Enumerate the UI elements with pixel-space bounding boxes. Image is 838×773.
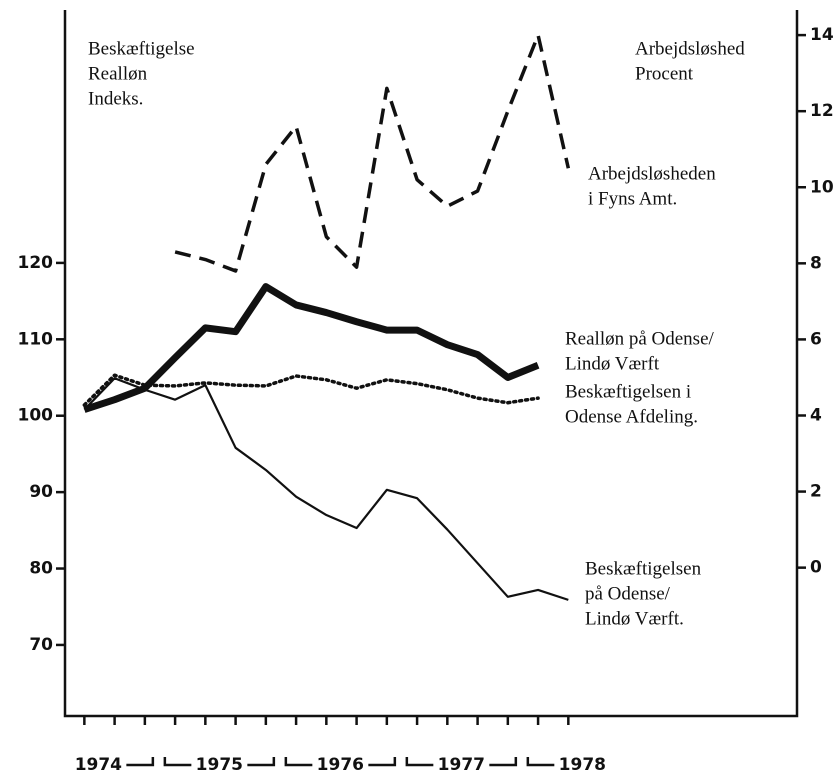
year-bracket <box>247 757 313 767</box>
left-axis-label: Realløn <box>88 63 148 84</box>
x-tick-label: 1978 <box>559 755 606 773</box>
year-bracket <box>126 757 192 767</box>
y2-tick-label: 14 <box>810 25 834 45</box>
y2-tick-label: 4 <box>810 405 822 425</box>
series-line <box>82 373 540 407</box>
y2-tick-label: 8 <box>810 253 822 273</box>
right-axis-label: Procent <box>635 63 694 84</box>
y2-tick-label: 12 <box>810 101 834 121</box>
series-label: i Fyns Amt. <box>588 188 677 209</box>
y2-tick-label: 2 <box>810 482 822 502</box>
series-label: Arbejdsløsheden <box>588 163 716 184</box>
right-axis-label: Arbejdsløshed <box>635 38 745 59</box>
year-bracket <box>489 757 555 767</box>
series-label: Realløn på Odense/ <box>565 328 715 349</box>
series-label: Lindø Værft <box>565 353 660 374</box>
year-bracket <box>368 757 434 767</box>
y-tick-label: 100 <box>18 406 54 426</box>
series-line <box>83 377 569 601</box>
axes-frame <box>63 10 799 718</box>
x-tick-label: 1976 <box>317 755 364 773</box>
x-tick-label: 1975 <box>196 755 243 773</box>
left-axis-label: Beskæftigelse <box>88 38 195 59</box>
x-tick-label: 1977 <box>438 755 485 773</box>
x-tick-label: 1974 <box>75 755 122 773</box>
y2-tick-label: 0 <box>810 558 822 578</box>
left-axis-label: Indeks. <box>88 88 143 109</box>
y2-tick-label: 10 <box>810 177 834 197</box>
y2-tick-label: 6 <box>810 329 822 349</box>
y-tick-label: 120 <box>18 253 54 273</box>
series-label: Beskæftigelsen <box>585 558 702 579</box>
series-label: på Odense/ <box>585 583 671 604</box>
y-tick-label: 80 <box>29 559 53 579</box>
y-tick-label: 90 <box>29 482 53 502</box>
series-label: Lindø Værft. <box>585 608 684 629</box>
series-line <box>83 283 540 413</box>
y-tick-label: 70 <box>29 635 53 655</box>
series-label: Beskæftigelsen i <box>565 381 691 402</box>
y-tick-label: 110 <box>18 329 54 349</box>
series-label: Odense Afdeling. <box>565 406 698 427</box>
series-line <box>174 33 571 273</box>
